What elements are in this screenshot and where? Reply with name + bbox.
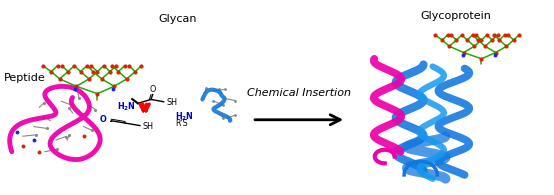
Text: $\mathbf{H_2N}$: $\mathbf{H_2N}$ bbox=[117, 100, 136, 113]
Text: O: O bbox=[100, 115, 107, 124]
Text: Peptide: Peptide bbox=[3, 73, 45, 83]
Text: Chemical Insertion: Chemical Insertion bbox=[247, 88, 351, 98]
Text: SH: SH bbox=[167, 98, 177, 107]
Text: R'S: R'S bbox=[175, 119, 187, 128]
Text: SH: SH bbox=[142, 122, 153, 131]
Text: O: O bbox=[150, 85, 156, 94]
Text: Glycoprotein: Glycoprotein bbox=[420, 11, 491, 21]
Text: Glycan: Glycan bbox=[158, 14, 197, 24]
Text: $\mathbf{H_2N}$: $\mathbf{H_2N}$ bbox=[175, 111, 194, 123]
